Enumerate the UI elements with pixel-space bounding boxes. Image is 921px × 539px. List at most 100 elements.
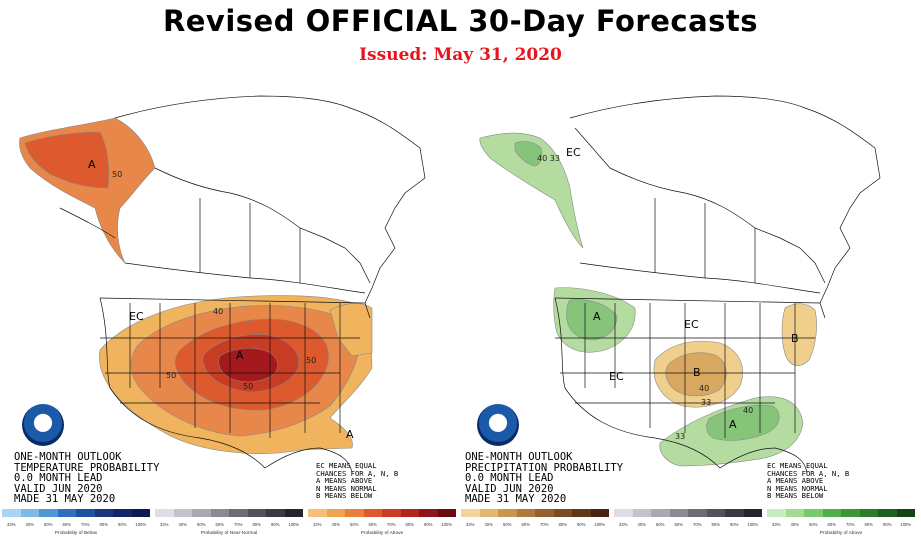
tick-label: 33%	[160, 522, 169, 527]
color-swatch	[669, 509, 688, 517]
contour-label: 40	[743, 406, 754, 415]
color-swatch	[516, 509, 535, 517]
color-bar-title: Probability of Above	[819, 531, 863, 536]
tick-label: 70%	[234, 522, 243, 527]
tick-label: 90%	[883, 522, 892, 527]
tick-label: 80%	[252, 522, 261, 527]
outlook-info: ONE-MONTH OUTLOOK TEMPERATURE PROBABILIT…	[14, 452, 159, 505]
outlook-line: MADE 31 MAY 2020	[465, 493, 567, 505]
color-swatch	[651, 509, 670, 517]
tick-label: 80%	[711, 522, 720, 527]
tick-label: 90%	[118, 522, 127, 527]
tick-label: 40%	[25, 522, 34, 527]
outlook-line: PRECIPITATION PROBABILITY	[465, 461, 624, 474]
contour-label: 33	[675, 432, 686, 441]
legend-line: B MEANS BELOW	[316, 491, 373, 500]
color-swatch	[155, 509, 174, 517]
contour-label: 33	[701, 398, 712, 407]
color-swatch	[39, 509, 58, 517]
map-label-ec: EC	[684, 318, 699, 331]
color-swatch	[632, 509, 651, 517]
tick-label: 70%	[81, 522, 90, 527]
tick-label: 50%	[197, 522, 206, 527]
above-70-region	[218, 347, 279, 383]
tick-label: 33%	[313, 522, 322, 527]
color-swatch	[113, 509, 132, 517]
legend-line: N MEANS NORMAL	[767, 483, 828, 493]
outlook-line: TEMPERATURE PROBABILITY	[14, 461, 160, 474]
tick-label: 90%	[424, 522, 433, 527]
tick-label: 60%	[827, 522, 836, 527]
contour-label: 50	[243, 382, 254, 391]
issued-date: Issued: May 31, 2020	[359, 45, 562, 65]
map-label-ec: EC	[566, 146, 581, 159]
contour-label: 40	[699, 384, 710, 393]
map-label-a: A	[729, 418, 737, 431]
color-swatch	[614, 509, 633, 517]
color-swatch	[247, 509, 266, 517]
color-swatch	[535, 509, 554, 517]
category-legend: EC MEANS EQUAL CHANCES FOR A, N, B A MEA…	[316, 462, 398, 500]
above-33-alaska-region	[479, 132, 584, 249]
above-40-alaska-region	[514, 141, 543, 167]
color-swatch	[266, 509, 285, 517]
below-40-central-region	[665, 352, 727, 397]
contour-label: 50	[166, 371, 177, 380]
color-bar-swatches	[308, 509, 456, 517]
page-title: Revised OFFICIAL 30-Day Forecasts	[162, 4, 759, 38]
outlook-info: ONE-MONTH OUTLOOK PRECIPITATION PROBABIL…	[465, 452, 623, 505]
tick-label: 40%	[790, 522, 799, 527]
color-swatch	[382, 509, 401, 517]
tick-label: 100%	[135, 522, 147, 527]
tick-label: 60%	[215, 522, 224, 527]
color-swatch	[859, 509, 878, 517]
tick-label: 100%	[288, 522, 300, 527]
color-swatch	[192, 509, 211, 517]
color-swatch	[57, 509, 76, 517]
color-swatch	[419, 509, 438, 517]
outlook-line: 0.0 MONTH LEAD	[465, 472, 554, 484]
political-boundaries	[59, 95, 426, 474]
color-swatch	[688, 509, 707, 517]
color-swatch	[76, 509, 95, 517]
color-swatch	[804, 509, 823, 517]
legend-line: CHANCES FOR A, N, B	[767, 468, 850, 478]
map-label-a: A	[88, 158, 96, 171]
contour-label: 40 33	[537, 154, 560, 163]
tick-label: 50%	[809, 522, 818, 527]
color-bar-ticks: 33% 40% 50% 60% 70% 80% 90% 100%	[2, 522, 150, 529]
outlook-line: MADE 31 MAY 2020	[14, 493, 116, 505]
color-swatch	[743, 509, 762, 517]
legend-line: CHANCES FOR A, N, B	[316, 468, 399, 478]
tick-label: 33%	[619, 522, 628, 527]
legend-line: N MEANS NORMAL	[316, 483, 377, 493]
color-bar-title: Probability of Below	[54, 531, 98, 536]
tick-label: 100%	[594, 522, 606, 527]
color-bar-swatches	[614, 509, 762, 517]
color-swatch	[553, 509, 572, 517]
tick-label: 70%	[540, 522, 549, 527]
tick-label: 40%	[178, 522, 187, 527]
tick-label: 33%	[772, 522, 781, 527]
color-swatch	[229, 509, 248, 517]
color-bar: 33% 40% 50% 60% 70% 80% 90% 100% Probability of …	[155, 508, 303, 539]
above-alaska-50-region	[24, 131, 110, 189]
color-swatch	[131, 509, 150, 517]
color-swatch	[363, 509, 382, 517]
below-33-east-region	[781, 303, 817, 366]
tick-label: 100%	[747, 522, 759, 527]
contour-label: 40	[213, 307, 224, 316]
tick-label: 90%	[271, 522, 280, 527]
color-swatch	[461, 509, 480, 517]
color-swatch	[878, 509, 897, 517]
tick-label: 60%	[674, 522, 683, 527]
color-swatch	[785, 509, 804, 517]
color-bar-ticks: 33% 40% 50% 60% 70% 80% 90% 100%	[767, 522, 915, 529]
probability-color-bars: 33% 40% 50% 60% 70% 80% 90% 100% Probability of …	[0, 508, 921, 539]
legend-line: A MEANS ABOVE	[316, 476, 373, 485]
color-swatch	[572, 509, 591, 517]
above-east-coast-region	[329, 302, 373, 357]
tick-label: 80%	[558, 522, 567, 527]
color-bar-swatches	[2, 509, 150, 517]
color-bar-swatches	[461, 509, 609, 517]
